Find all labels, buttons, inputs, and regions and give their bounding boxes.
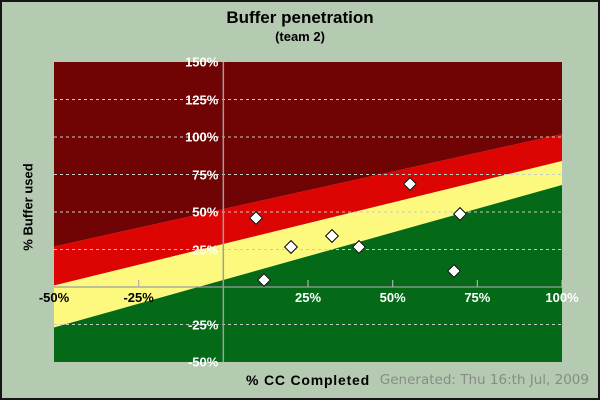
y-axis-label: % Buffer used: [20, 163, 36, 251]
y-tick-label-25: 25%: [192, 242, 219, 257]
x-tick-label-50: 50%: [379, 290, 406, 305]
x-tick-label--50: -50%: [38, 290, 70, 305]
x-tick-label-25: 25%: [294, 290, 322, 305]
data-point-4: [324, 228, 339, 244]
zone-yellow-watch: [54, 161, 562, 328]
y-tick-label--25: -25%: [187, 317, 219, 332]
chart-subtitle: (team 2): [275, 29, 325, 44]
data-point-2: [256, 272, 272, 287]
x-axis-label: % CC Completed: [246, 372, 370, 388]
zones-canvas: [54, 62, 562, 362]
y-tick-label-50: 50%: [192, 204, 219, 220]
data-point-3: [283, 239, 299, 254]
x-tick-label--25: -25%: [123, 290, 154, 305]
tick-label-layer: 150% 125% 100% 75% 50% 25% -25% -50% -50% -25% 25%…: [39, 55, 579, 370]
zone-dark-red-act: [54, 62, 562, 247]
zone-green-ok: [54, 185, 562, 362]
y-tick-label--50: -50%: [187, 354, 219, 370]
y-tick-label-100: 100%: [185, 129, 219, 145]
data-point-7: [453, 206, 468, 221]
y-tick-label-150: 150%: [185, 54, 219, 70]
chart-title: Buffer penetration: [226, 8, 374, 27]
generated-timestamp: Generated: Thu 16:th Jul, 2009: [379, 372, 589, 388]
x-tick-label-100: 100%: [545, 290, 579, 305]
data-point-8: [446, 263, 461, 278]
data-point-6: [402, 176, 417, 191]
y-tick-label-75: 75%: [192, 167, 219, 182]
plot-area: 150% 125% 100% 75% 50% 25% -25% -50% -50% -25% 25%…: [39, 55, 579, 370]
zone-red-act: [54, 134, 562, 286]
y-tick-label-125: 125%: [185, 92, 219, 107]
x-tick-label-75: 75%: [464, 290, 491, 305]
data-point-5: [351, 239, 366, 254]
data-point-1: [248, 210, 263, 226]
